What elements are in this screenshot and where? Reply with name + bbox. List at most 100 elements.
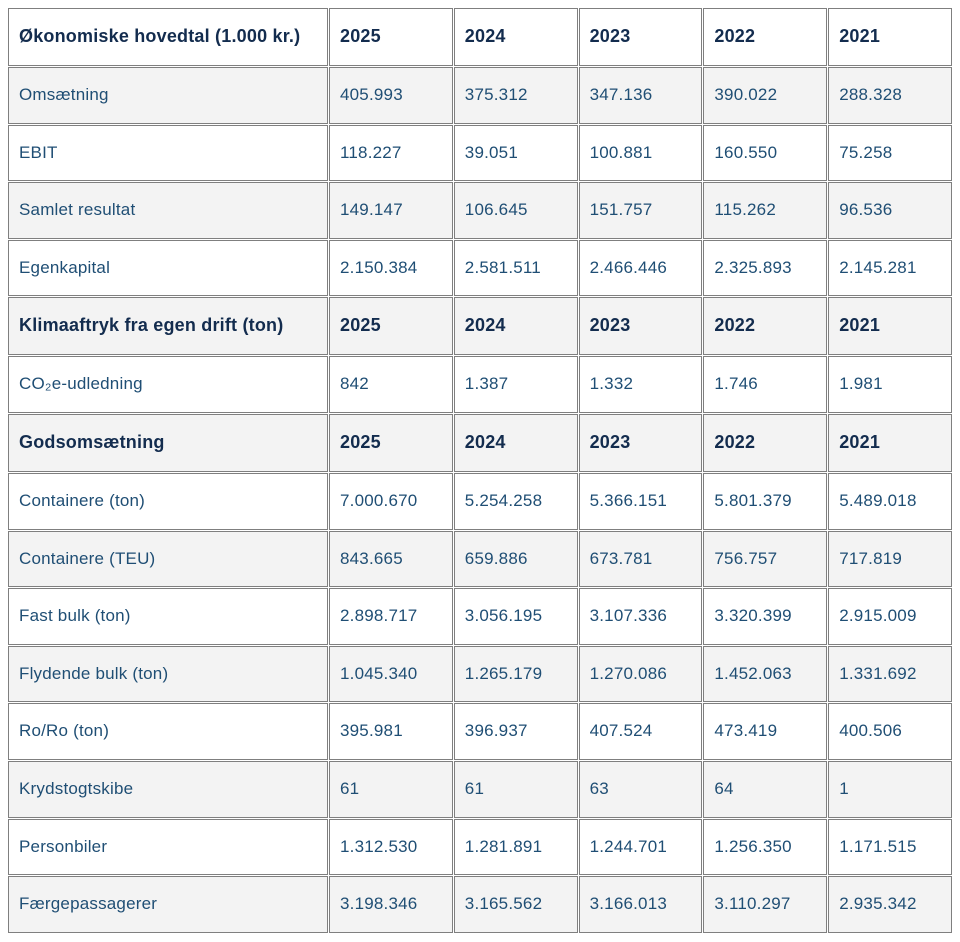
value-cell: 396.937	[453, 703, 578, 761]
row-label-cell: Omsætning	[8, 66, 328, 124]
value-cell: 375.312	[453, 66, 578, 124]
row-label-cell: EBIT	[8, 124, 328, 182]
value-cell: 1.244.701	[578, 818, 703, 876]
value-cell: 5.254.258	[453, 472, 578, 530]
section-header-row: Økonomiske hovedtal (1.000 kr.) 2025 2024 2…	[8, 8, 952, 66]
value-cell: 1	[828, 761, 952, 818]
value-cell: 2.466.446	[578, 239, 703, 297]
data-row: EBIT 118.227 39.051 100.881 160.550 75.258	[8, 124, 952, 182]
value-cell: 1.281.891	[453, 818, 578, 876]
row-label-cell: Containere (ton)	[8, 472, 328, 530]
value-cell: 1.256.350	[703, 818, 828, 876]
value-cell: 843.665	[329, 530, 453, 588]
data-row: Fast bulk (ton) 2.898.717 3.056.195 3.107.3…	[8, 588, 952, 645]
year-header-cell: 2022	[703, 8, 828, 66]
value-cell: 5.366.151	[578, 472, 703, 530]
value-cell: 115.262	[703, 182, 828, 239]
data-row: Personbiler 1.312.530 1.281.891 1.244.701 1.…	[8, 818, 952, 876]
value-cell: 5.489.018	[828, 472, 952, 530]
row-label-cell: Egenkapital	[8, 239, 328, 297]
data-row: Ro/Ro (ton) 395.981 396.937 407.524 473.419 4…	[8, 703, 952, 761]
key-figures-table: Økonomiske hovedtal (1.000 kr.) 2025 2024 2…	[7, 7, 953, 934]
value-cell: 3.198.346	[329, 876, 453, 933]
value-cell: 2.325.893	[703, 239, 828, 297]
value-cell: 347.136	[578, 66, 703, 124]
value-cell: 473.419	[703, 703, 828, 761]
row-label-cell: Ro/Ro (ton)	[8, 703, 328, 761]
section-title-cell: Godsomsætning	[8, 413, 328, 472]
value-cell: 151.757	[578, 182, 703, 239]
value-cell: 3.320.399	[703, 588, 828, 645]
value-cell: 61	[453, 761, 578, 818]
data-row: Egenkapital 2.150.384 2.581.511 2.466.446 2.…	[8, 239, 952, 297]
section-header-row: Klimaaftryk fra egen drift (ton) 2025 2024…	[8, 297, 952, 356]
value-cell: 1.171.515	[828, 818, 952, 876]
table-body: Økonomiske hovedtal (1.000 kr.) 2025 2024 2…	[8, 8, 952, 933]
row-label-cell: Fast bulk (ton)	[8, 588, 328, 645]
year-header-cell: 2025	[329, 413, 453, 472]
value-cell: 3.107.336	[578, 588, 703, 645]
value-cell: 1.746	[703, 356, 828, 413]
value-cell: 405.993	[329, 66, 453, 124]
year-header-cell: 2025	[329, 8, 453, 66]
value-cell: 39.051	[453, 124, 578, 182]
value-cell: 2.581.511	[453, 239, 578, 297]
value-cell: 288.328	[828, 66, 952, 124]
value-cell: 756.757	[703, 530, 828, 588]
data-row: Containere (TEU) 843.665 659.886 673.781 756…	[8, 530, 952, 588]
value-cell: 2.150.384	[329, 239, 453, 297]
row-label-cell: CO₂e-udledning	[8, 356, 328, 413]
value-cell: 407.524	[578, 703, 703, 761]
value-cell: 75.258	[828, 124, 952, 182]
year-header-cell: 2025	[329, 297, 453, 356]
value-cell: 1.312.530	[329, 818, 453, 876]
year-header-cell: 2023	[578, 8, 703, 66]
value-cell: 390.022	[703, 66, 828, 124]
data-row: Flydende bulk (ton) 1.045.340 1.265.179 1.2…	[8, 645, 952, 703]
data-row: CO₂e-udledning 842 1.387 1.332 1.746 1.981	[8, 356, 952, 413]
year-header-cell: 2024	[453, 297, 578, 356]
value-cell: 106.645	[453, 182, 578, 239]
row-label-cell: Flydende bulk (ton)	[8, 645, 328, 703]
row-label-cell: Færgepassagerer	[8, 876, 328, 933]
year-header-cell: 2022	[703, 297, 828, 356]
year-header-cell: 2021	[828, 297, 952, 356]
value-cell: 2.145.281	[828, 239, 952, 297]
value-cell: 63	[578, 761, 703, 818]
value-cell: 3.166.013	[578, 876, 703, 933]
value-cell: 118.227	[329, 124, 453, 182]
value-cell: 717.819	[828, 530, 952, 588]
value-cell: 2.898.717	[329, 588, 453, 645]
data-row: Krydstogtskibe 61 61 63 64 1	[8, 761, 952, 818]
data-row: Færgepassagerer 3.198.346 3.165.562 3.166.0…	[8, 876, 952, 933]
row-label-cell: Samlet resultat	[8, 182, 328, 239]
value-cell: 395.981	[329, 703, 453, 761]
section-title-cell: Klimaaftryk fra egen drift (ton)	[8, 297, 328, 356]
year-header-cell: 2022	[703, 413, 828, 472]
value-cell: 1.045.340	[329, 645, 453, 703]
row-label-cell: Personbiler	[8, 818, 328, 876]
value-cell: 3.056.195	[453, 588, 578, 645]
year-header-cell: 2021	[828, 413, 952, 472]
value-cell: 160.550	[703, 124, 828, 182]
value-cell: 3.165.562	[453, 876, 578, 933]
value-cell: 2.935.342	[828, 876, 952, 933]
section-title-cell: Økonomiske hovedtal (1.000 kr.)	[8, 8, 328, 66]
section-header-row: Godsomsætning 2025 2024 2023 2022 2021	[8, 413, 952, 472]
value-cell: 1.332	[578, 356, 703, 413]
year-header-cell: 2023	[578, 413, 703, 472]
value-cell: 149.147	[329, 182, 453, 239]
value-cell: 3.110.297	[703, 876, 828, 933]
value-cell: 1.331.692	[828, 645, 952, 703]
year-header-cell: 2024	[453, 8, 578, 66]
data-row: Samlet resultat 149.147 106.645 151.757 115.…	[8, 182, 952, 239]
year-header-cell: 2023	[578, 297, 703, 356]
value-cell: 1.265.179	[453, 645, 578, 703]
year-header-cell: 2021	[828, 8, 952, 66]
value-cell: 96.536	[828, 182, 952, 239]
value-cell: 659.886	[453, 530, 578, 588]
value-cell: 673.781	[578, 530, 703, 588]
value-cell: 1.387	[453, 356, 578, 413]
year-header-cell: 2024	[453, 413, 578, 472]
